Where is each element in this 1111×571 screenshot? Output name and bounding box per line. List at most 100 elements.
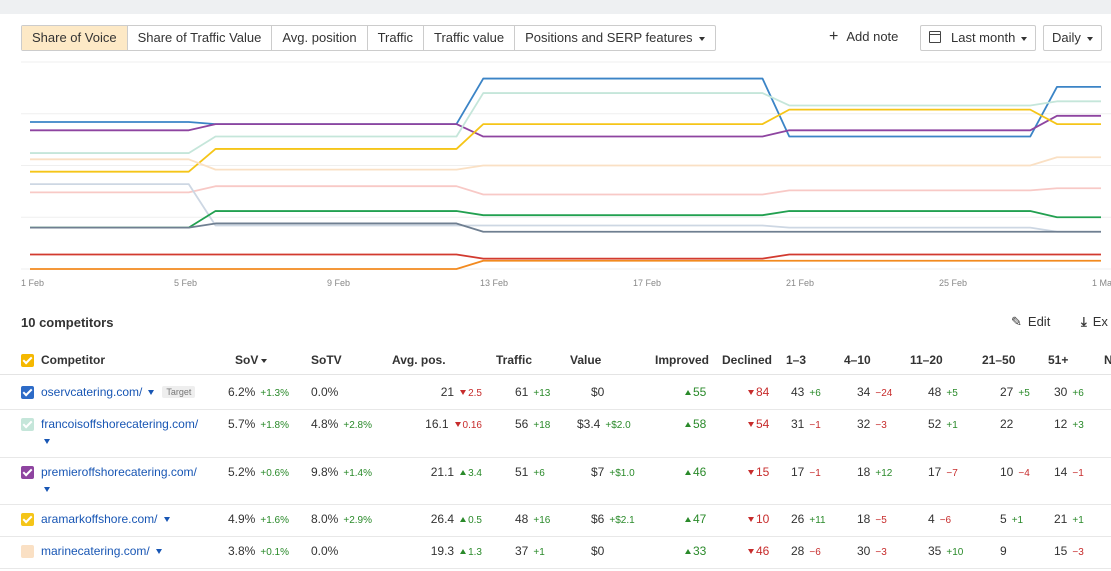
series-line-4 [30,156,1101,171]
improved-cell: 58 [685,417,706,431]
sov-cell: 4.9% +1.6% [228,512,289,526]
position-bucket-cell: 18 +12 [857,465,892,479]
competitor-checkbox[interactable] [21,386,34,399]
avg-pos-cell: 21 2.5 [441,385,482,399]
granularity-label: Daily [1052,30,1081,45]
competitor-domain-link[interactable]: marinecatering.com/ [41,544,150,558]
competitor-cell: oservcatering.com/Target [41,385,196,399]
traffic-value: 56 [515,417,529,431]
chevron-down-icon[interactable] [163,517,170,523]
tab-avg-position[interactable]: Avg. position [272,26,368,50]
improved-cell: 33 [685,544,706,558]
position-bucket-cell: 9 [1000,544,1007,558]
position-bucket-cell: 31 −1 [791,417,821,431]
improved-cell: 55 [685,385,706,399]
position-bucket-delta: +1 [1011,515,1024,526]
period-select[interactable]: Last month [920,25,1037,51]
competitor-domain-link[interactable]: aramarkoffshore.com/ [41,512,158,526]
col-competitor[interactable]: Competitor [41,353,105,367]
chevron-down-icon [1021,36,1028,41]
competitor-checkbox[interactable] [21,466,34,479]
traffic-delta: +16 [533,515,551,526]
chevron-down-icon [698,36,705,41]
add-note-button[interactable]: + Add note [829,27,898,47]
competitor-cell: marinecatering.com/ [41,544,162,558]
tab-share-of-traffic-value[interactable]: Share of Traffic Value [128,26,273,50]
arrow-up-icon [685,390,691,395]
traffic-cell: 51 +6 [515,465,545,479]
position-bucket-delta: −3 [875,420,887,431]
col-pos-4-10[interactable]: 4–10 [844,353,871,367]
sov-cell: 6.2% +1.3% [228,385,289,399]
col-declined[interactable]: Declined [722,353,773,367]
avg-pos-cell: 19.3 1.3 [431,544,482,558]
avg-pos-cell: 16.1 0.16 [425,417,482,431]
sotv-cell-value: 8.0% [311,512,339,526]
avg-pos-delta: 2.5 [468,388,482,399]
col-value[interactable]: Value [570,353,602,367]
position-bucket-delta: +1 [946,420,958,431]
position-bucket-delta: −6 [939,515,952,526]
declined-cell: 15 [748,465,769,479]
col-pos-51-plus[interactable]: 51+ [1048,353,1069,367]
avg-pos-cell: 26.4 0.5 [431,512,482,526]
col-pos-1-3[interactable]: 1–3 [786,353,807,367]
col-pos-11-20[interactable]: 11–20 [910,353,943,367]
col-improved[interactable]: Improved [655,353,710,367]
sotv-cell-value: 4.8% [311,417,339,431]
competitor-checkbox[interactable] [21,418,34,431]
granularity-select[interactable]: Daily [1043,25,1102,51]
competitor-checkbox[interactable] [21,545,34,558]
position-bucket-cell: 17 −1 [791,465,821,479]
tab-traffic[interactable]: Traffic [368,26,424,50]
avg-pos-delta: 3.4 [468,468,482,479]
position-bucket-delta: +5 [1018,388,1030,399]
col-next[interactable]: N [1104,353,1111,367]
position-bucket-cell: 26 +11 [791,512,826,526]
chevron-down-icon[interactable] [44,487,50,492]
position-bucket-delta: −6 [809,547,821,558]
export-button[interactable]: ⤓ Ex [1081,314,1108,330]
declined-value: 46 [756,544,770,558]
edit-button[interactable]: ✎ Edit [1011,314,1050,330]
avg-pos-value: 21.1 [430,465,455,479]
tab-positions-serp-features[interactable]: Positions and SERP features [515,26,714,50]
position-bucket-cell: 43 +6 [791,385,821,399]
value-delta: +$1.0 [609,468,635,479]
traffic-cell: 56 +18 [515,417,550,431]
improved-cell: 46 [685,465,706,479]
col-avg-pos[interactable]: Avg. pos. [392,353,446,367]
competitors-count: 10 competitors [21,315,114,330]
table-row: aramarkoffshore.com/4.9% +1.6% 8.0% +2.9% 26… [0,504,1111,537]
competitor-domain-link[interactable]: oservcatering.com/ [41,385,143,399]
chevron-down-icon[interactable] [44,439,50,444]
position-bucket-cell: 30 +6 [1054,385,1084,399]
competitor-checkbox[interactable] [21,513,34,526]
sov-cell: 5.2% +0.6% [228,465,289,479]
table-row: oservcatering.com/Target 6.2% +1.3% 0.0% 21 2… [0,377,1111,410]
value-cell: $7 +$1.0 [591,465,635,479]
sotv-cell-delta: +2.9% [343,515,372,526]
competitor-domain-link[interactable]: premieroffshorecatering.com/ [41,465,197,479]
series-line-3 [30,108,1101,173]
position-bucket-delta: +5 [946,388,958,399]
position-bucket-value: 9 [1000,544,1007,558]
chevron-down-icon[interactable] [148,390,155,396]
col-traffic[interactable]: Traffic [496,353,533,367]
target-badge: Target [162,386,196,398]
select-all-checkbox[interactable] [21,354,34,367]
download-icon: ⤓ [1081,314,1087,329]
col-sov[interactable]: SoV [235,353,268,367]
avg-pos-delta: 1.3 [468,547,482,558]
improved-value: 58 [693,417,707,431]
chevron-down-icon[interactable] [155,549,162,555]
col-pos-21-50[interactable]: 21–50 [982,353,1016,367]
position-bucket-delta: −1 [809,420,821,431]
metric-tabs: Share of Voice Share of Traffic Value Av… [21,25,716,51]
competitor-domain-link[interactable]: francoisoffshorecatering.com/ [41,417,199,431]
tab-traffic-value[interactable]: Traffic value [424,26,516,50]
plus-icon: + [829,28,839,45]
tab-share-of-voice[interactable]: Share of Voice [22,26,128,50]
col-sotv[interactable]: SoTV [311,353,342,367]
position-bucket-value: 34 [857,385,871,399]
